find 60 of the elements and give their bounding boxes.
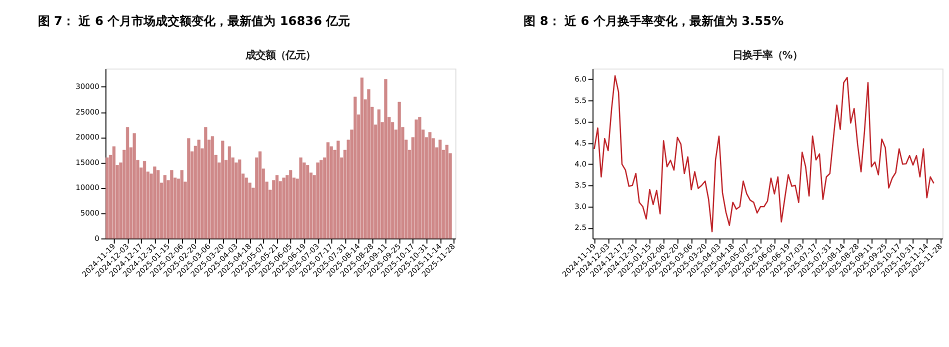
bar [289, 170, 292, 239]
bar [258, 151, 262, 239]
bar [142, 160, 146, 239]
bar [156, 170, 160, 239]
bar [228, 146, 232, 239]
y-tick-label: 3.5 [574, 180, 587, 190]
bar [282, 178, 286, 239]
bar [132, 133, 136, 239]
y-tick-label: 30000 [76, 82, 100, 92]
bar [414, 120, 418, 239]
y-tick-label: 25000 [76, 107, 100, 116]
bar [398, 102, 401, 239]
bar [106, 157, 109, 239]
line-series [594, 75, 934, 232]
y-tick-label: 3.0 [574, 202, 587, 211]
bar [299, 157, 302, 239]
y-tick-label: 0 [94, 234, 100, 243]
bar [438, 140, 442, 239]
y-tick-label: 2.5 [574, 223, 587, 232]
y-tick-label: 5.5 [574, 96, 587, 105]
bar [238, 159, 242, 239]
y-tick-label: 6.0 [574, 74, 587, 84]
bar [306, 165, 310, 239]
bar [204, 127, 208, 239]
bar [367, 89, 370, 239]
bar [320, 160, 323, 239]
bar [316, 162, 320, 239]
bar [377, 109, 380, 239]
bar [112, 146, 116, 239]
bar [180, 170, 184, 239]
bar [445, 144, 448, 239]
bar [360, 78, 364, 239]
chart-subtitle: 成交额（亿元） [244, 49, 316, 62]
bar [418, 117, 422, 239]
bar [354, 96, 357, 239]
bar [170, 170, 174, 239]
bar [244, 178, 248, 239]
bar [326, 142, 330, 239]
bar [221, 140, 224, 239]
bar [163, 175, 166, 239]
y-tick-label: 20000 [76, 132, 100, 142]
bar [197, 140, 200, 239]
chart-subtitle: 日换手率（%） [732, 49, 803, 62]
y-tick-label: 5.0 [574, 117, 587, 126]
y-tick-label: 5000 [80, 208, 100, 218]
bar [336, 140, 340, 239]
chart-title: 图 7： 近 6 个月市场成交额变化，最新值为 16836 亿元 [38, 14, 350, 28]
bar [384, 79, 388, 239]
bar [210, 136, 214, 239]
bar [330, 146, 333, 239]
y-tick-label: 10000 [76, 183, 100, 192]
y-tick-label: 4.0 [574, 159, 587, 168]
bar [153, 166, 156, 239]
bar [275, 175, 279, 239]
bar [428, 132, 432, 239]
y-tick-label: 15000 [76, 158, 100, 167]
bar [187, 138, 190, 239]
bar [126, 127, 130, 239]
y-tick-label: 4.5 [574, 138, 587, 148]
chart-title: 图 8： 近 6 个月换手率变化，最新值为 3.55% [524, 14, 784, 28]
